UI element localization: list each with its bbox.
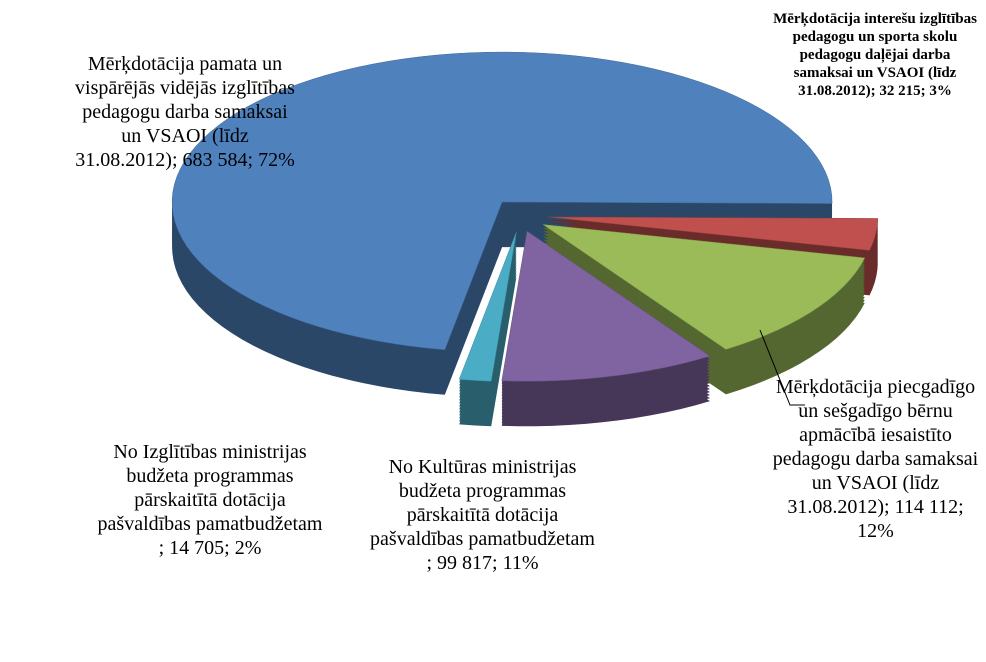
value-label: 14 705 (169, 537, 225, 559)
percent-label: 2% (234, 537, 262, 559)
label-name: No Izglītības ministrijas budžeta progra… (97, 441, 323, 535)
slice (501, 230, 711, 382)
data-label: Mērķdotācija pamata un vispārējās vidējā… (70, 52, 300, 172)
percent-label: 11% (502, 552, 539, 574)
separator: ; (426, 552, 438, 574)
separator: ; (870, 83, 880, 99)
slice (458, 231, 517, 382)
label-name: Mērķdotācija interešu izglītības pedagog… (773, 11, 977, 99)
percent-label: 3% (929, 83, 952, 99)
separator: ; (958, 496, 964, 518)
separator: ; (171, 149, 183, 171)
percent-label: 72% (258, 149, 295, 171)
value-label: 32 215 (879, 83, 921, 99)
value-label: 683 584 (182, 149, 248, 171)
separator: ; (492, 552, 503, 574)
label-name: No Kultūras ministrijas budžeta programm… (370, 456, 595, 550)
value-label: 99 817 (437, 552, 493, 574)
separator: ; (920, 83, 930, 99)
label-name: Mērķdotācija piecgadīgo un sešgadīgo bēr… (772, 376, 979, 518)
separator: ; (247, 149, 259, 171)
value-label: 114 112 (894, 496, 959, 518)
slice (171, 51, 833, 351)
label-name: Mērķdotācija pamata un vispārējās vidējā… (75, 53, 295, 171)
data-label: No Kultūras ministrijas budžeta programm… (365, 455, 600, 575)
slice (542, 224, 866, 350)
separator: ; (224, 537, 235, 559)
separator: ; (884, 496, 895, 518)
slice (547, 216, 879, 251)
percent-label: 12% (857, 520, 894, 542)
data-label: Mērķdotācija piecgadīgo un sešgadīgo bēr… (768, 375, 983, 543)
data-label: No Izglītības ministrijas budžeta progra… (95, 440, 325, 560)
separator: ; (158, 537, 170, 559)
leader-line (759, 329, 805, 406)
data-label: Mērķdotācija interešu izglītības pedagog… (770, 10, 980, 100)
